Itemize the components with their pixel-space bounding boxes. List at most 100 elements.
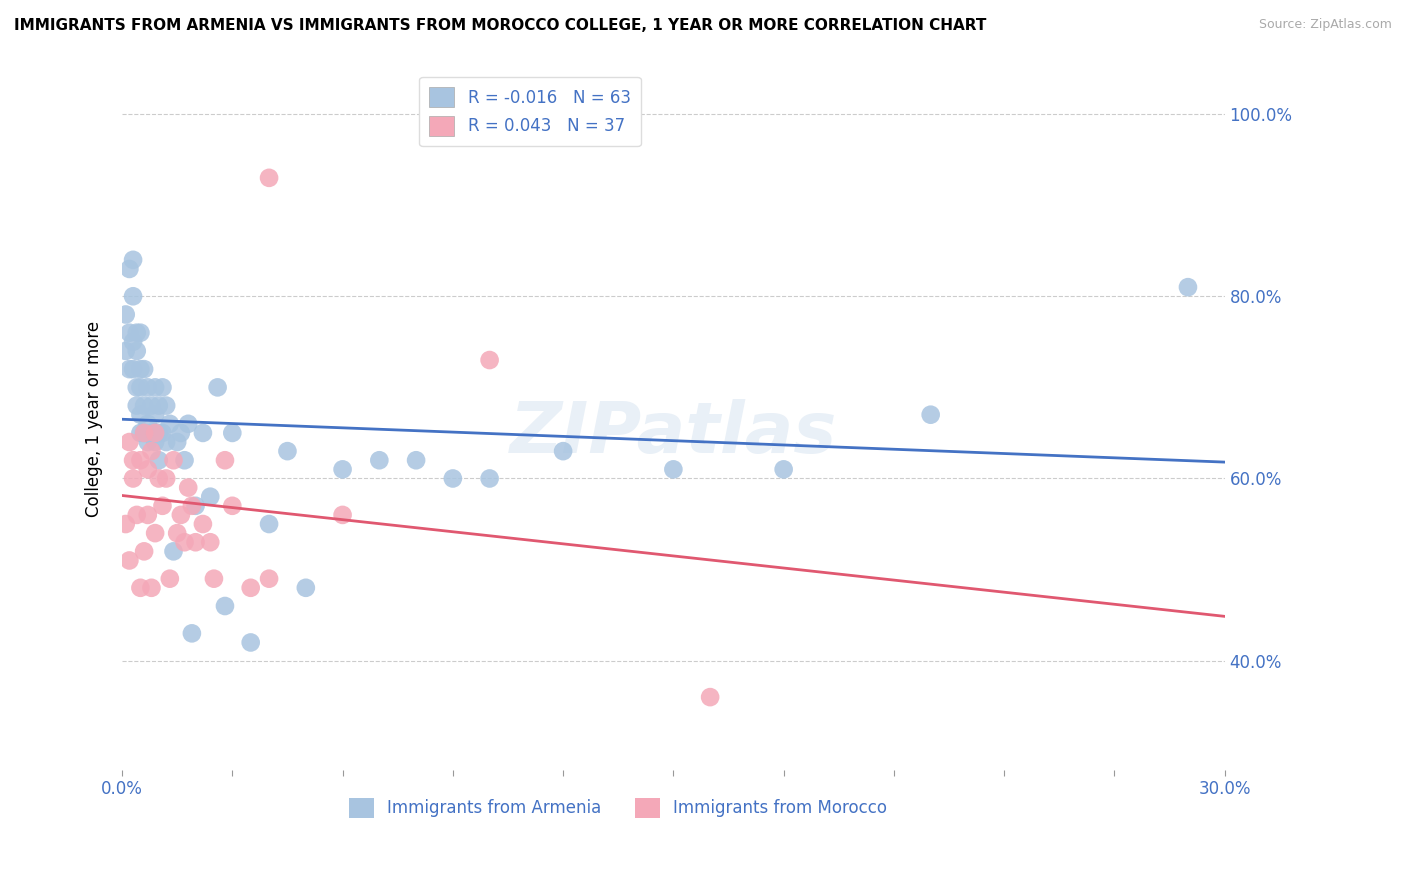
Point	[191, 425, 214, 440]
Point	[177, 481, 200, 495]
Point	[141, 444, 163, 458]
Point	[257, 572, 280, 586]
Point	[202, 572, 225, 586]
Point	[478, 353, 501, 368]
Point	[129, 408, 152, 422]
Point	[152, 425, 174, 440]
Point	[122, 471, 145, 485]
Point	[207, 380, 229, 394]
Point	[478, 471, 501, 485]
Point	[155, 435, 177, 450]
Point	[180, 499, 202, 513]
Point	[1177, 280, 1199, 294]
Point	[132, 399, 155, 413]
Point	[125, 380, 148, 394]
Point	[166, 435, 188, 450]
Point	[141, 425, 163, 440]
Point	[173, 535, 195, 549]
Point	[129, 380, 152, 394]
Point	[177, 417, 200, 431]
Point	[132, 425, 155, 440]
Point	[122, 334, 145, 349]
Point	[125, 508, 148, 522]
Point	[221, 425, 243, 440]
Point	[162, 453, 184, 467]
Point	[184, 499, 207, 513]
Point	[148, 399, 170, 413]
Point	[214, 453, 236, 467]
Point	[118, 326, 141, 340]
Point	[200, 535, 222, 549]
Point	[200, 490, 222, 504]
Point	[141, 581, 163, 595]
Point	[441, 471, 464, 485]
Point	[166, 526, 188, 541]
Point	[159, 417, 181, 431]
Point	[114, 308, 136, 322]
Point	[553, 444, 575, 458]
Point	[136, 380, 159, 394]
Point	[214, 599, 236, 613]
Point	[257, 516, 280, 531]
Point	[132, 425, 155, 440]
Point	[368, 453, 391, 467]
Point	[143, 435, 166, 450]
Point	[129, 425, 152, 440]
Point	[118, 262, 141, 277]
Point	[221, 499, 243, 513]
Point	[148, 453, 170, 467]
Point	[125, 326, 148, 340]
Point	[129, 453, 152, 467]
Point	[155, 471, 177, 485]
Point	[152, 499, 174, 513]
Point	[152, 380, 174, 394]
Point	[114, 343, 136, 358]
Point	[180, 626, 202, 640]
Point	[122, 453, 145, 467]
Point	[136, 435, 159, 450]
Point	[920, 408, 942, 422]
Point	[239, 581, 262, 595]
Point	[136, 417, 159, 431]
Point	[257, 170, 280, 185]
Point	[143, 526, 166, 541]
Point	[191, 516, 214, 531]
Point	[125, 343, 148, 358]
Point	[125, 399, 148, 413]
Point	[170, 508, 193, 522]
Point	[129, 581, 152, 595]
Point	[699, 690, 721, 705]
Point	[173, 453, 195, 467]
Text: IMMIGRANTS FROM ARMENIA VS IMMIGRANTS FROM MOROCCO COLLEGE, 1 YEAR OR MORE CORRE: IMMIGRANTS FROM ARMENIA VS IMMIGRANTS FR…	[14, 18, 987, 33]
Point	[118, 553, 141, 567]
Point	[122, 289, 145, 303]
Point	[129, 326, 152, 340]
Legend: Immigrants from Armenia, Immigrants from Morocco: Immigrants from Armenia, Immigrants from…	[343, 791, 894, 825]
Point	[143, 380, 166, 394]
Point	[276, 444, 298, 458]
Y-axis label: College, 1 year or more: College, 1 year or more	[86, 321, 103, 517]
Point	[122, 362, 145, 376]
Point	[159, 572, 181, 586]
Point	[295, 581, 318, 595]
Point	[170, 425, 193, 440]
Point	[132, 362, 155, 376]
Point	[405, 453, 427, 467]
Text: ZIPatlas: ZIPatlas	[510, 399, 837, 467]
Point	[114, 516, 136, 531]
Point	[662, 462, 685, 476]
Point	[148, 425, 170, 440]
Point	[772, 462, 794, 476]
Text: Source: ZipAtlas.com: Source: ZipAtlas.com	[1258, 18, 1392, 31]
Point	[148, 471, 170, 485]
Point	[129, 362, 152, 376]
Point	[184, 535, 207, 549]
Point	[143, 408, 166, 422]
Point	[143, 425, 166, 440]
Point	[136, 462, 159, 476]
Point	[132, 544, 155, 558]
Point	[136, 508, 159, 522]
Point	[239, 635, 262, 649]
Point	[118, 435, 141, 450]
Point	[118, 362, 141, 376]
